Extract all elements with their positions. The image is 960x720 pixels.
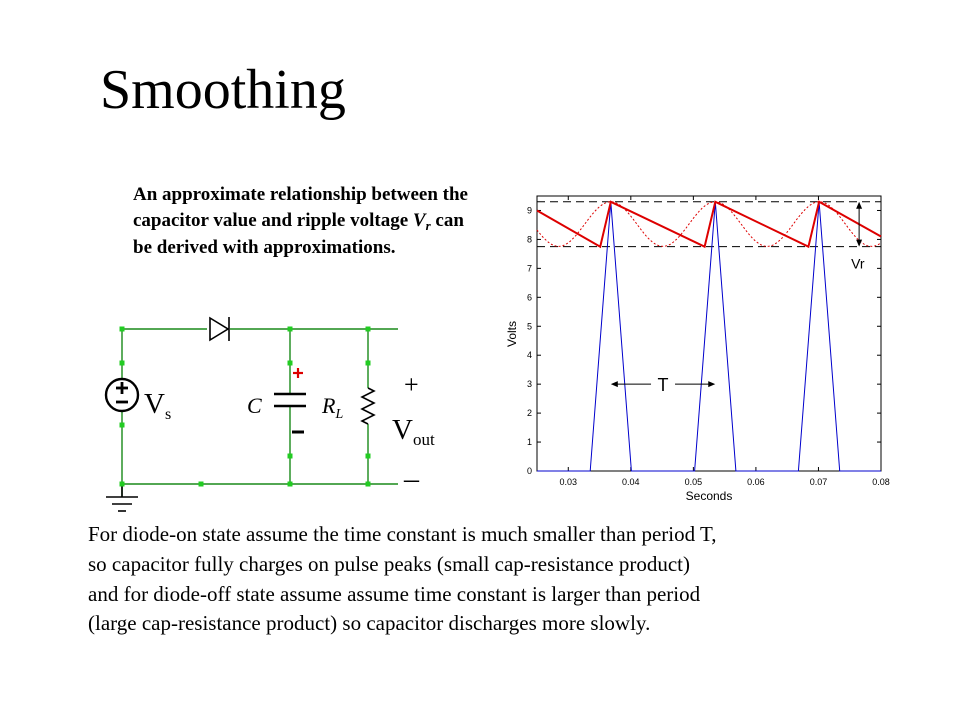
- x-tick-label-4: 0.07: [810, 477, 828, 487]
- y-tick-label-3: 3: [527, 379, 532, 389]
- x-tick-label-1: 0.04: [622, 477, 640, 487]
- explanation-text: For diode-on state assume the time const…: [88, 520, 898, 639]
- x-tick-label-5: 0.08: [872, 477, 890, 487]
- circuit-node-11: [287, 481, 293, 487]
- chart-annotations: Vr T: [610, 201, 865, 395]
- diode-symbol: [209, 316, 230, 342]
- y-tick-label-2: 2: [527, 408, 532, 418]
- circuit-node-10: [198, 481, 204, 487]
- output-minus-sign: –: [403, 462, 420, 495]
- circuit-node-7: [365, 360, 371, 366]
- circuit-node-8: [365, 453, 371, 459]
- intro-text-end: can be derived with approximations.: [133, 209, 464, 258]
- capacitor-label: C: [247, 393, 262, 418]
- y-tick-label-4: 4: [527, 350, 532, 360]
- x-tick-label-2: 0.05: [685, 477, 703, 487]
- circuit-node-1: [287, 326, 293, 332]
- t-annotation-label: T: [658, 375, 669, 395]
- ripple-voltage-symbol: Vr: [412, 209, 431, 233]
- circuit-node-9: [119, 481, 125, 487]
- chart-reference-lines: [537, 201, 881, 248]
- y-tick-label-5: 5: [527, 321, 532, 331]
- chart-axis-ticks: 0 1 2 3 4 5 6 7 8 9 0.03 0.04 0.05 0.06 0.07 0.08: [527, 196, 890, 487]
- vr-arrow-head-bottom: [856, 239, 863, 247]
- series-line-1: [536, 200, 882, 249]
- output-voltage-label: Vout: [392, 414, 435, 449]
- t-arrow-head-right: [708, 381, 716, 388]
- circuit-node-0: [119, 326, 125, 332]
- y-tick-label-6: 6: [527, 292, 532, 302]
- resistor-label: RL: [321, 393, 343, 422]
- capacitor-polarity-marks: [292, 368, 304, 434]
- explanation-line-2: so capacitor fully charges on pulse peak…: [88, 551, 690, 576]
- resistor-symbol: [360, 387, 376, 425]
- capacitor-symbol: [274, 392, 306, 408]
- ground-symbol: [106, 484, 138, 512]
- chart-x-axis-label: Seconds: [686, 489, 733, 503]
- explanation-line-1: For diode-on state assume the time const…: [88, 522, 717, 546]
- y-tick-label-9: 9: [527, 205, 532, 215]
- intro-text: An approximate relationship between the …: [133, 182, 473, 260]
- chart-series-group: [536, 200, 882, 472]
- circuit-node-3: [119, 360, 125, 366]
- vr-annotation-label: Vr: [851, 255, 865, 271]
- circuit-node-5: [287, 360, 293, 366]
- vr-arrow-head-top: [856, 201, 863, 209]
- t-arrow-head-left: [610, 381, 618, 388]
- y-tick-label-7: 7: [527, 263, 532, 273]
- circuit-node-12: [365, 481, 371, 487]
- voltage-source-symbol: [104, 377, 140, 413]
- x-tick-label-0: 0.03: [560, 477, 578, 487]
- circuit-node-2: [365, 326, 371, 332]
- page-title: Smoothing: [100, 59, 346, 121]
- circuit-node-4: [119, 422, 125, 428]
- y-tick-label-8: 8: [527, 234, 532, 244]
- circuit-nodes: [119, 326, 371, 487]
- explanation-line-4: (large cap-resistance product) so capaci…: [88, 611, 651, 636]
- intro-text-start: An approximate relationship between the …: [133, 184, 468, 231]
- y-tick-label-0: 0: [527, 466, 532, 476]
- source-label: Vs: [144, 388, 171, 423]
- y-tick-label-1: 1: [527, 437, 532, 447]
- output-plus-sign: +: [404, 370, 419, 399]
- circuit-node-6: [287, 453, 293, 459]
- explanation-line-3: and for diode-off state assume assume ti…: [88, 581, 701, 606]
- chart-y-axis-label: Volts: [505, 321, 519, 347]
- x-tick-label-3: 0.06: [747, 477, 765, 487]
- chart-plot-area: [536, 195, 882, 472]
